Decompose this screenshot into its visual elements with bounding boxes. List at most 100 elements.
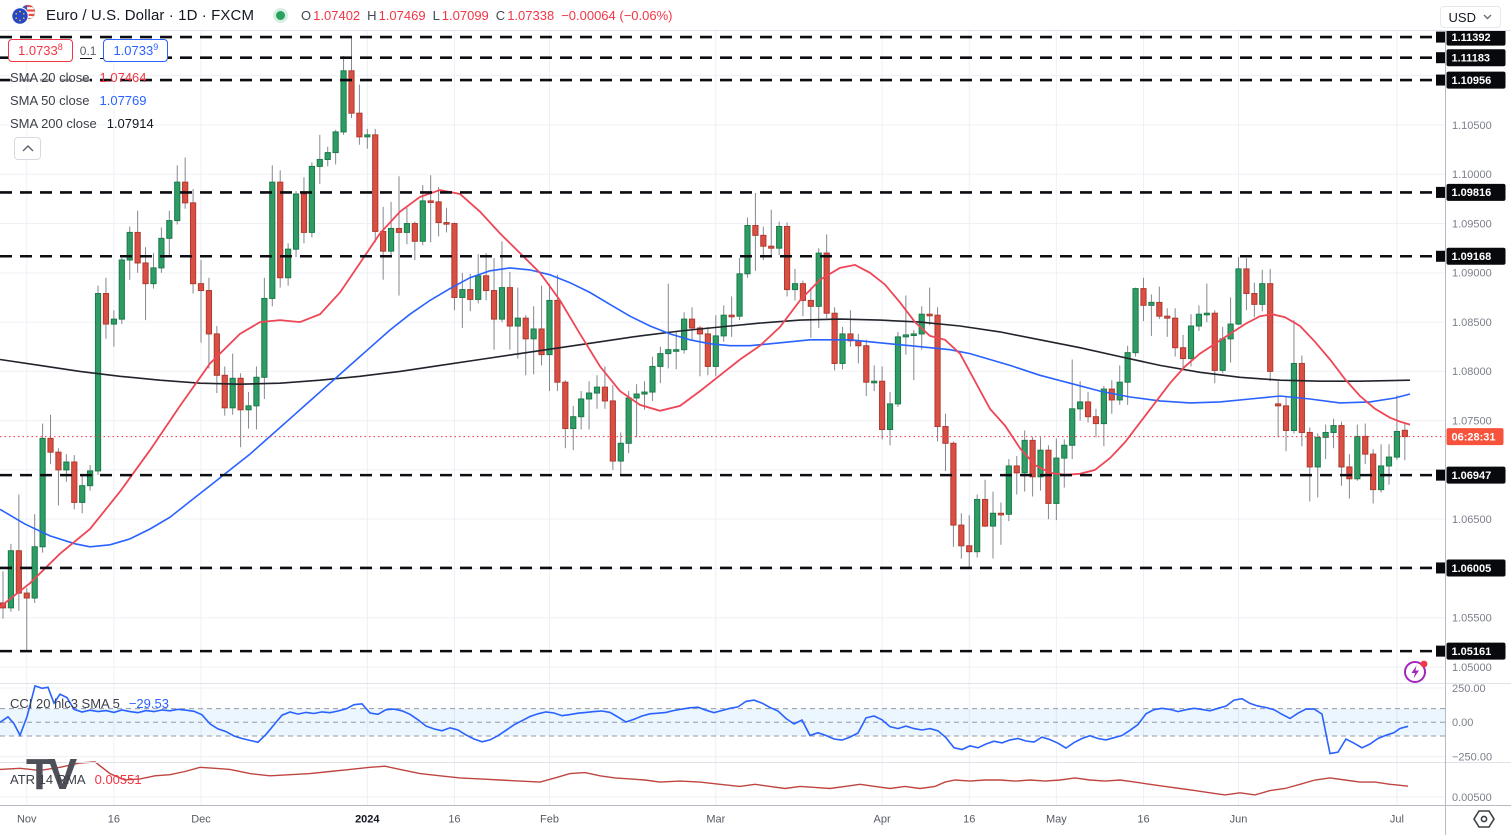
bar-countdown-label[interactable] [1446, 428, 1504, 446]
time-axis-label[interactable]: 16 [448, 814, 460, 826]
price-level-label[interactable] [1446, 49, 1506, 67]
sma20-value: 1.07464 [99, 70, 147, 85]
cci-legend[interactable]: CCI 20 hlc3 SMA 5 −29.53 [10, 696, 169, 711]
eye-hexagon-icon [1473, 810, 1495, 828]
sma200-label: SMA 200 close [10, 116, 97, 131]
legend-sma20[interactable]: SMA 20 close 1.07464 [10, 66, 154, 89]
lightning-icon [1404, 660, 1428, 683]
cci-line [0, 684, 1409, 755]
price-level-label-text: 1.05161 [1452, 646, 1492, 658]
sma20-label: SMA 20 close [10, 70, 90, 85]
level-tick-nub [1436, 469, 1445, 481]
top-toolbar: Euro / U.S. Dollar · 1D · FXCM O 1.07402 … [0, 0, 1511, 31]
cci-value: −29.53 [128, 696, 169, 711]
bar-countdown-text: 06:28:31 [1452, 431, 1496, 443]
price-axis-label[interactable]: 1.06500 [1452, 514, 1492, 526]
price-axis-label[interactable]: 1.09000 [1452, 268, 1492, 280]
eurusd-pair-icon [11, 4, 36, 25]
low-label: L [432, 7, 440, 23]
price-level-label-text: 1.10956 [1452, 75, 1492, 87]
sma50-value: 1.07769 [99, 93, 147, 108]
cci-label: CCI 20 hlc3 SMA 5 [10, 696, 120, 711]
high-label: H [367, 7, 377, 23]
sell-price-sup: 8 [57, 42, 63, 52]
price-level-label-text: 1.06947 [1452, 470, 1492, 482]
tradingview-watermark: TV [26, 750, 77, 799]
change-value: −0.00064 (−0.06%) [561, 7, 673, 23]
chevron-up-icon [22, 145, 33, 152]
price-axis-label[interactable]: 1.08000 [1452, 366, 1492, 378]
time-axis-label[interactable]: Nov [17, 814, 37, 826]
buy-price-button[interactable]: 1.0733 9 [103, 39, 169, 62]
buy-price-sup: 9 [153, 42, 159, 52]
level-tick-nub [1436, 562, 1445, 574]
price-axis-label[interactable]: 1.05000 [1452, 662, 1492, 674]
level-tick-nub [1436, 645, 1445, 657]
price-axis-label[interactable]: 1.07500 [1452, 415, 1492, 427]
price-level-label-text: 1.11392 [1452, 32, 1491, 44]
cci-axis-label[interactable]: −250.00 [1452, 751, 1492, 763]
level-tick-nub [1436, 52, 1445, 64]
sell-price-button[interactable]: 1.0733 8 [8, 39, 73, 62]
atr-axis-label[interactable]: 0.00500 [1452, 792, 1492, 804]
atr-line [0, 761, 1409, 796]
time-axis-label[interactable]: Jun [1230, 814, 1248, 826]
price-axis-label[interactable]: 1.09500 [1452, 218, 1492, 230]
time-axis-label[interactable]: 16 [1137, 814, 1149, 826]
time-axis-label[interactable]: Apr [874, 814, 891, 826]
price-level-label[interactable] [1446, 559, 1506, 577]
time-axis-label[interactable]: Feb [540, 814, 559, 826]
collapse-legend-button[interactable] [14, 137, 41, 160]
price-axis-label[interactable]: 1.08500 [1452, 317, 1492, 329]
price-level-label[interactable] [1446, 466, 1506, 484]
sma50-label: SMA 50 close [10, 93, 90, 108]
atr-legend[interactable]: ATR 14 RMA 0.00551 [10, 772, 142, 787]
symbol-title[interactable]: Euro / U.S. Dollar · 1D · FXCM [46, 6, 255, 24]
price-level-label[interactable] [1446, 71, 1506, 89]
price-axis-label[interactable]: 1.10000 [1452, 169, 1492, 181]
close-label: C [495, 7, 506, 23]
currency-dropdown[interactable]: USD [1439, 6, 1501, 28]
time-axis-label[interactable]: 2024 [355, 814, 380, 826]
privacy-eye-button[interactable] [1470, 808, 1498, 830]
candles-layer [0, 37, 1408, 652]
price-level-label[interactable] [1446, 28, 1506, 46]
level-tick-nub [1436, 74, 1445, 86]
time-axis-label[interactable]: 16 [963, 814, 975, 826]
market-status-dot[interactable] [276, 10, 286, 20]
cci-axis-label[interactable]: 250.00 [1452, 683, 1486, 695]
legend-sma50[interactable]: SMA 50 close 1.07769 [10, 89, 154, 112]
sma20-line [0, 189, 1411, 608]
ohlc-readout: O 1.07402 H 1.07469 L 1.07099 C 1.07338 −0.0… [301, 8, 672, 23]
spread-value: 0.1 [72, 43, 104, 58]
price-axis-label[interactable]: 1.05500 [1452, 613, 1492, 625]
price-level-label[interactable] [1446, 642, 1506, 660]
flash-events-button[interactable] [1402, 657, 1430, 685]
price-level-label-text: 1.06005 [1452, 563, 1492, 575]
price-level-label[interactable] [1446, 247, 1506, 265]
price-level-label[interactable] [1446, 183, 1506, 201]
time-axis-label[interactable]: Jul [1390, 814, 1404, 826]
open-label: O [301, 7, 312, 23]
price-axis-label[interactable]: 1.10500 [1452, 120, 1492, 132]
time-axis-label[interactable]: May [1046, 814, 1067, 826]
legend-sma200[interactable]: SMA 200 close 1.07914 [10, 112, 154, 135]
currency-label: USD [1448, 9, 1476, 25]
price-level-label-text: 1.09168 [1452, 251, 1492, 263]
sell-price: 1.0733 [18, 43, 58, 58]
sma200-value: 1.07914 [106, 116, 154, 131]
price-level-label-text: 1.11183 [1452, 52, 1491, 64]
indicator-legend: SMA 20 close 1.07464 SMA 50 close 1.0776… [10, 66, 154, 135]
close-value: 1.07338 [507, 7, 555, 23]
level-tick-nub [1436, 250, 1445, 262]
time-axis-label[interactable]: Dec [191, 814, 211, 826]
cci-axis-label[interactable]: 0.00 [1452, 717, 1473, 729]
buy-price: 1.0733 [113, 43, 154, 58]
high-value: 1.07469 [378, 7, 426, 23]
time-axis-label[interactable]: Mar [706, 814, 725, 826]
sma200-line [0, 318, 1411, 386]
time-axis-label[interactable]: 16 [108, 814, 120, 826]
chevron-down-icon [1483, 14, 1492, 20]
level-tick-nub [1436, 31, 1445, 43]
